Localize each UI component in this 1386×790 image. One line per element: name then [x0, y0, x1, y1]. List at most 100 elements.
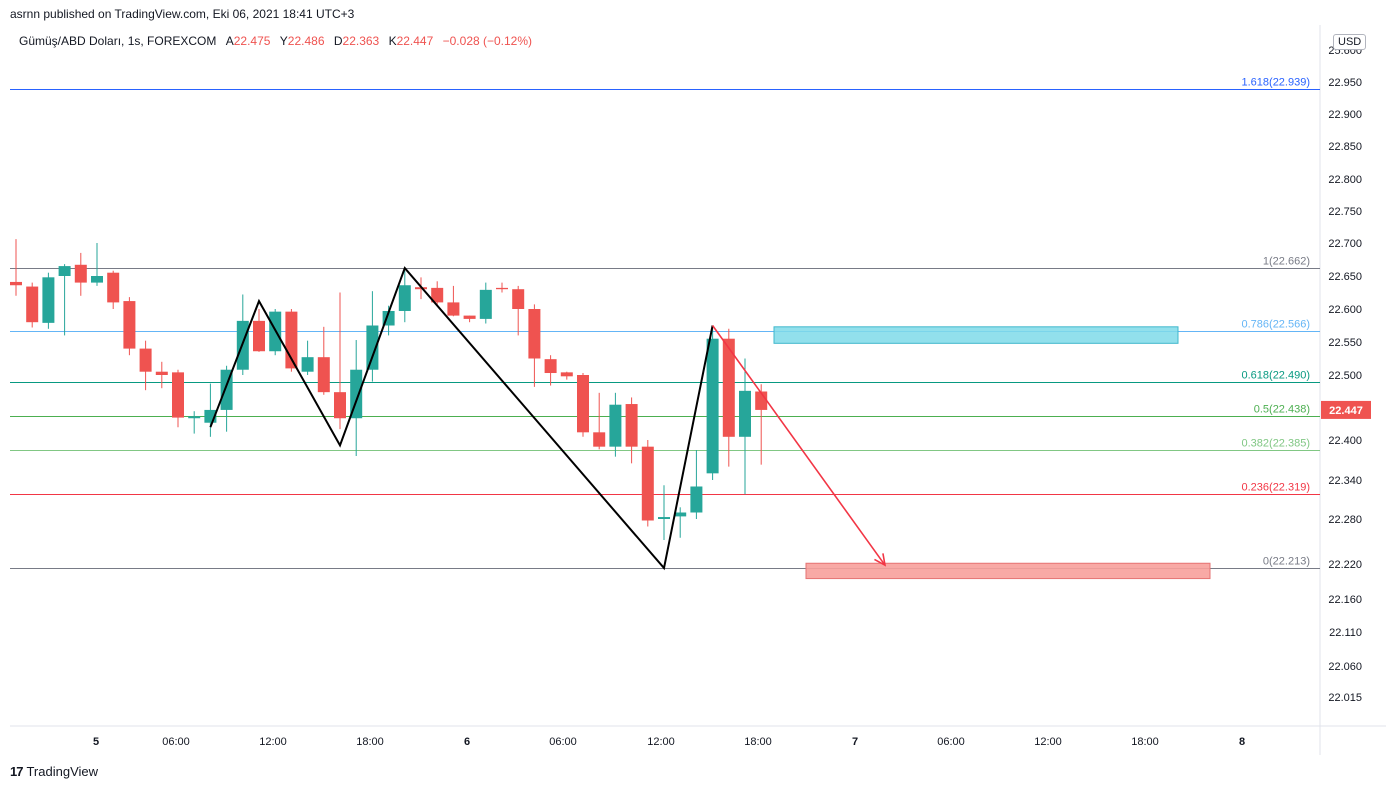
candle-body [560, 372, 573, 377]
candle-body [528, 309, 541, 359]
last-price-badge [1321, 400, 1371, 419]
candle-body [577, 375, 589, 433]
candle-body [10, 281, 22, 286]
candle-body [431, 287, 444, 303]
candle-body [739, 390, 751, 437]
time-tick-label: 7 [852, 736, 858, 748]
time-tick-label: 06:00 [162, 736, 190, 748]
candle-body [690, 486, 703, 513]
symbol-name: Gümüş/ABD Doları, 1s, FOREXCOM [19, 34, 217, 48]
target-zone-red [805, 562, 1211, 580]
fib-level-label: 1(22.662) [1263, 256, 1310, 268]
time-tick-label: 18:00 [744, 736, 772, 748]
legend-close-value: 22.447 [396, 34, 434, 48]
price-tick-label: 22.340 [1328, 475, 1362, 487]
candle-body [463, 315, 476, 319]
price-tick-label: 22.550 [1328, 337, 1362, 349]
zigzag-pattern [209, 266, 714, 571]
candle-body [496, 287, 508, 290]
candle-body [107, 272, 120, 303]
fib-level-label: 0.618(22.490) [1242, 370, 1311, 382]
fib-level-label: 0.5(22.438) [1254, 404, 1310, 416]
publish-header: asrnn published on TradingView.com, Eki … [10, 7, 355, 21]
price-tick-label: 22.500 [1328, 370, 1362, 382]
time-tick-label: 18:00 [1131, 736, 1159, 748]
candle-body [447, 302, 460, 316]
time-tick-label: 12:00 [647, 736, 675, 748]
legend-high-value: 22.486 [287, 34, 325, 48]
candle-body [123, 301, 136, 349]
legend-change: −0.028 (−0.12%) [442, 34, 533, 48]
time-tick-label: 12:00 [259, 736, 287, 748]
currency-button[interactable]: USD [1333, 34, 1367, 50]
last-price-label: 22.447 [1329, 405, 1363, 417]
price-tick-label: 22.850 [1328, 141, 1362, 153]
candle-body [674, 512, 687, 517]
candle-body [593, 432, 606, 447]
candle-body [658, 517, 670, 519]
time-tick-label: 06:00 [549, 736, 577, 748]
price-tick-label: 22.750 [1328, 206, 1362, 218]
candle-body [366, 325, 379, 370]
candle-body [544, 359, 557, 374]
candle-body [398, 285, 411, 311]
candle-body [139, 348, 152, 372]
time-tick-label: 06:00 [937, 736, 965, 748]
candle-body [512, 289, 525, 309]
price-tick-label: 22.110 [1329, 627, 1362, 639]
candle-body [91, 276, 103, 283]
legend-close-label: K [388, 34, 397, 48]
candle-body [26, 286, 39, 323]
candle-body [722, 338, 735, 437]
price-tick-label: 22.700 [1328, 238, 1362, 250]
time-tick-label: 6 [464, 736, 470, 748]
time-tick-label: 18:00 [356, 736, 384, 748]
legend-open-label: A [225, 34, 234, 48]
price-tick-label: 22.015 [1328, 692, 1362, 704]
legend-open-value: 22.475 [233, 34, 271, 48]
fib-level-label: 0.236(22.319) [1242, 482, 1311, 494]
candle-body [706, 338, 719, 474]
tradingview-logo-icon: 17 [10, 764, 24, 779]
candle-body [172, 372, 184, 418]
candle-body [609, 404, 622, 447]
candle-body [350, 369, 363, 419]
candle-body [317, 357, 330, 393]
candle-body [334, 392, 346, 419]
candle-body [479, 289, 492, 319]
price-tick-label: 22.060 [1328, 661, 1362, 673]
fib-level-label: 0.786(22.566) [1242, 319, 1311, 331]
candle-body [42, 277, 55, 323]
candle-body [188, 416, 201, 419]
price-tick-label: 22.600 [1328, 304, 1362, 316]
fib-level-label: 0(22.213) [1263, 556, 1310, 568]
candle-body [625, 404, 638, 447]
time-tick-label: 5 [93, 736, 99, 748]
symbol-legend: Gümüş/ABD Doları, 1s, FOREXCOM A22.475 Y… [19, 34, 532, 48]
price-tick-label: 22.160 [1328, 594, 1362, 606]
time-tick-label: 8 [1239, 736, 1245, 748]
tradingview-logo-text: TradingView [26, 764, 99, 779]
candle-body [253, 320, 265, 352]
tradingview-footer: 17 TradingView [10, 764, 98, 779]
candle-body [155, 371, 168, 375]
fib-level-label: 0.382(22.385) [1242, 438, 1311, 450]
price-tick-label: 22.900 [1328, 109, 1362, 121]
price-tick-label: 22.800 [1328, 174, 1362, 186]
target-zone-blue [773, 326, 1179, 344]
legend-low-value: 22.363 [342, 34, 380, 48]
candle-body [74, 264, 87, 283]
price-tick-label: 22.950 [1328, 77, 1362, 89]
candle-body [641, 446, 654, 521]
price-tick-label: 22.220 [1328, 559, 1362, 571]
price-tick-label: 22.400 [1328, 435, 1362, 447]
fib-level-label: 1.618(22.939) [1242, 77, 1311, 89]
projection-arrowhead [874, 553, 887, 567]
legend-low-label: D [333, 34, 343, 48]
legend-high-label: Y [279, 34, 288, 48]
price-tick-label: 22.280 [1328, 514, 1362, 526]
time-tick-label: 12:00 [1034, 736, 1062, 748]
candle-body [58, 266, 71, 276]
projection-arrow [711, 325, 886, 566]
